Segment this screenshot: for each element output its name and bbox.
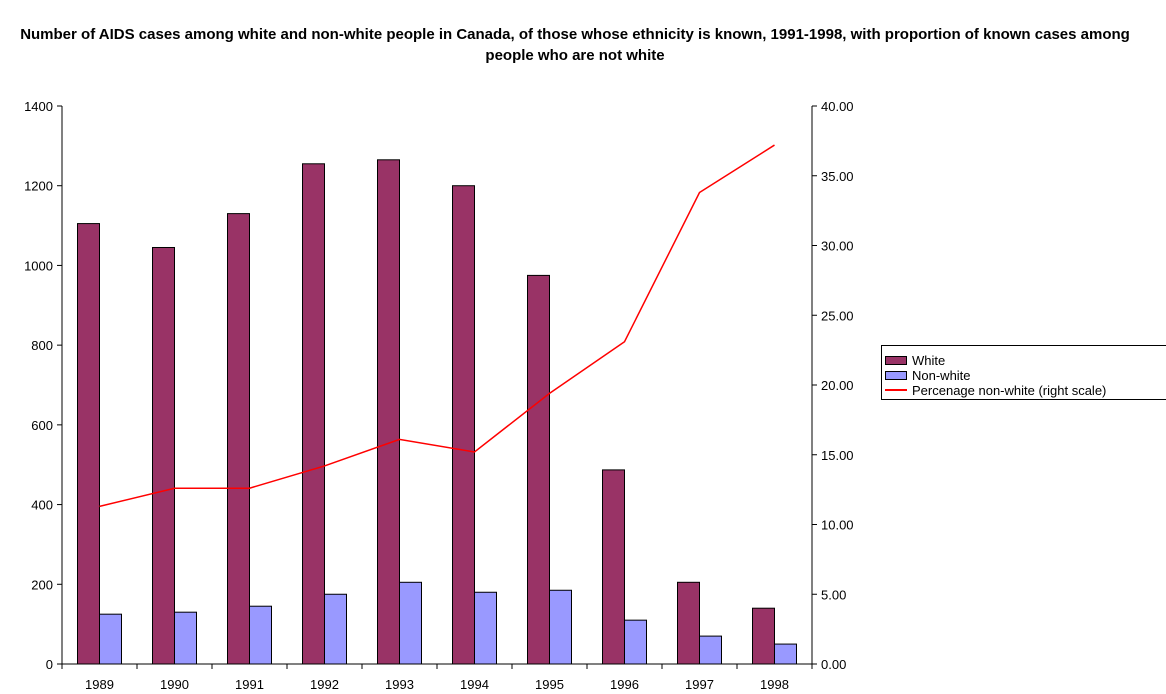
x-tick-label: 1998 (760, 677, 789, 692)
bar-white (77, 223, 100, 665)
bar-white (302, 163, 325, 665)
bar-non-white (399, 581, 422, 665)
y-right-tick-label: 35.00 (821, 169, 854, 184)
x-tick-label: 1994 (460, 677, 489, 692)
bar-non-white (249, 605, 272, 665)
bar-non-white (699, 635, 722, 665)
y-left-tick-label: 600 (31, 418, 53, 433)
y-right-tick-label: 40.00 (821, 99, 854, 114)
y-left-tick-label: 400 (31, 498, 53, 513)
y-right-tick-label: 10.00 (821, 518, 854, 533)
legend-swatch-white (885, 355, 907, 365)
legend-item-non-white: Non-white (885, 367, 971, 383)
y-right-tick-label: 0.00 (821, 657, 846, 672)
bar-white (602, 469, 625, 665)
y-left-tick-label: 1200 (24, 179, 53, 194)
legend: White Non-white Percenage non-white (rig… (881, 345, 1166, 400)
y-right-tick-label: 15.00 (821, 448, 854, 463)
legend-swatch-non-white (885, 370, 907, 380)
legend-label-white: White (912, 352, 946, 368)
bar-non-white (174, 611, 197, 665)
legend-item-white: White (885, 352, 945, 368)
y-left-tick-label: 200 (31, 577, 53, 592)
y-right-tick-label: 20.00 (821, 378, 854, 393)
y-left-tick-label: 800 (31, 338, 53, 353)
x-tick-label: 1997 (685, 677, 714, 692)
x-tick-label: 1991 (235, 677, 264, 692)
bar-white (152, 246, 175, 665)
bar-non-white (774, 643, 797, 665)
bar-white (452, 185, 475, 665)
x-tick-label: 1995 (535, 677, 564, 692)
bar-white (527, 274, 550, 665)
y-right-tick-label: 5.00 (821, 587, 846, 602)
y-right-tick-label: 25.00 (821, 308, 854, 323)
bar-white (227, 213, 250, 665)
bar-white (377, 159, 400, 665)
x-tick-label: 1996 (610, 677, 639, 692)
bar-non-white (324, 593, 347, 665)
legend-label-non-white: Non-white (912, 367, 971, 383)
bar-white (677, 581, 700, 665)
x-tick-label: 1993 (385, 677, 414, 692)
legend-item-percentage: Percenage non-white (right scale) (885, 382, 1106, 398)
y-right-tick-label: 30.00 (821, 239, 854, 254)
bar-non-white (549, 589, 572, 665)
x-tick-label: 1992 (310, 677, 339, 692)
bar-non-white (99, 613, 122, 665)
y-left-tick-label: 0 (46, 657, 53, 672)
bar-white (752, 607, 775, 665)
legend-label-percentage: Percenage non-white (right scale) (912, 382, 1107, 398)
chart-title: Number of AIDS cases among white and non… (20, 26, 1130, 64)
y-left-tick-label: 1400 (24, 99, 53, 114)
x-tick-label: 1990 (160, 677, 189, 692)
line-percentage-non-white (99, 144, 775, 508)
x-tick-label: 1989 (85, 677, 114, 692)
y-left-tick-label: 1000 (24, 258, 53, 273)
bar-non-white (624, 619, 647, 665)
legend-swatch-percentage (885, 389, 907, 391)
bar-non-white (474, 591, 497, 665)
